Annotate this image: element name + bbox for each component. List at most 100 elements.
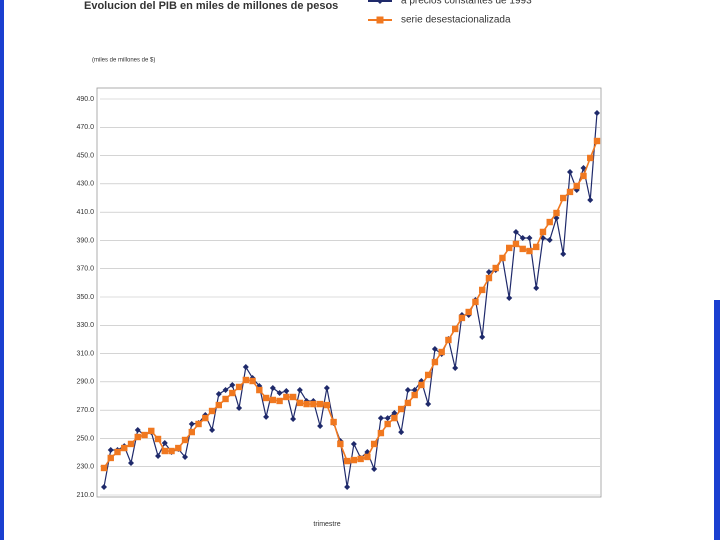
- point-marker: [350, 456, 358, 464]
- y-tick-label: 290.0: [76, 379, 94, 386]
- point-marker: [499, 254, 506, 262]
- y-tick-label: 210.0: [76, 492, 94, 499]
- point-marker: [100, 464, 108, 472]
- point-marker: [188, 421, 195, 428]
- legend-label: a precios constantes de 1993: [401, 0, 532, 7]
- point-marker: [465, 308, 472, 316]
- point-marker: [384, 420, 391, 428]
- point-marker: [330, 418, 337, 426]
- point-marker: [533, 284, 540, 291]
- point-marker: [134, 433, 141, 441]
- point-marker: [593, 137, 601, 145]
- point-marker: [121, 444, 128, 452]
- y-tick-label: 470.0: [76, 124, 94, 131]
- point-marker: [107, 447, 114, 454]
- point-marker: [553, 214, 560, 221]
- y-tick-label: 370.0: [76, 266, 94, 273]
- point-marker: [431, 358, 439, 366]
- point-marker: [229, 381, 236, 388]
- point-marker: [587, 196, 594, 203]
- point-marker: [512, 228, 519, 235]
- x-axis-label: trimestre: [313, 521, 340, 528]
- point-marker: [553, 209, 560, 217]
- point-marker: [101, 483, 107, 490]
- point-marker: [533, 243, 540, 251]
- point-marker: [377, 429, 385, 437]
- y-unit-note: (miles de millones de $): [92, 58, 155, 64]
- point-marker: [296, 387, 303, 394]
- point-marker: [485, 274, 493, 282]
- point-marker: [127, 440, 135, 448]
- point-marker: [357, 455, 364, 463]
- point-marker: [350, 440, 357, 447]
- point-marker: [344, 483, 351, 490]
- point-marker: [566, 168, 573, 175]
- point-marker: [269, 384, 276, 391]
- point-marker: [492, 264, 499, 272]
- y-tick-label: 270.0: [76, 407, 94, 414]
- point-marker: [276, 390, 283, 397]
- point-marker: [526, 235, 533, 242]
- point-marker: [580, 172, 587, 180]
- point-marker: [148, 427, 155, 435]
- point-marker: [411, 391, 418, 399]
- point-marker: [472, 298, 479, 306]
- point-marker: [425, 401, 432, 408]
- point-marker: [229, 389, 236, 397]
- point-marker: [296, 399, 304, 407]
- point-marker: [209, 426, 216, 433]
- point-marker: [289, 393, 297, 401]
- point-marker: [141, 431, 148, 439]
- point-marker: [316, 400, 324, 408]
- point-marker: [107, 454, 114, 462]
- point-marker: [215, 401, 223, 409]
- point-marker: [215, 391, 222, 398]
- left-border: [0, 0, 4, 540]
- series-line: [103, 140, 598, 469]
- point-marker: [337, 440, 344, 448]
- point-marker: [438, 348, 445, 356]
- right-border: [714, 300, 720, 540]
- point-marker: [546, 218, 553, 226]
- point-marker: [458, 314, 466, 322]
- y-tick-label: 390.0: [76, 237, 94, 244]
- point-marker: [371, 465, 378, 472]
- point-marker: [283, 388, 290, 395]
- point-marker: [202, 414, 209, 422]
- point-marker: [161, 439, 168, 446]
- point-marker: [134, 426, 141, 433]
- y-tick-label: 350.0: [76, 294, 94, 301]
- point-marker: [560, 194, 567, 202]
- point-marker: [587, 154, 594, 162]
- point-marker: [182, 453, 189, 460]
- point-marker: [168, 447, 175, 455]
- point-marker: [364, 453, 371, 461]
- point-marker: [175, 444, 182, 452]
- chart-title: Evolucion del PIB en miles de millones d…: [84, 0, 338, 12]
- point-marker: [580, 165, 587, 172]
- point-marker: [155, 452, 162, 459]
- point-marker: [303, 400, 310, 408]
- y-tick-label: 450.0: [76, 152, 94, 159]
- point-marker: [188, 428, 195, 436]
- point-marker: [235, 383, 243, 391]
- point-marker: [263, 413, 270, 420]
- point-marker: [485, 268, 492, 275]
- legend-marker: [377, 0, 383, 4]
- point-marker: [546, 237, 553, 244]
- point-marker: [242, 364, 249, 371]
- point-marker: [161, 447, 168, 455]
- point-marker: [398, 429, 405, 436]
- point-marker: [560, 251, 567, 258]
- point-marker: [310, 400, 317, 408]
- y-tick-label: 230.0: [76, 464, 94, 471]
- point-marker: [566, 188, 574, 196]
- point-marker: [128, 460, 135, 467]
- point-marker: [208, 407, 216, 415]
- point-marker: [424, 371, 432, 379]
- point-marker: [431, 346, 438, 353]
- point-marker: [526, 247, 533, 255]
- point-marker: [506, 244, 513, 252]
- point-marker: [445, 336, 452, 344]
- point-marker: [114, 448, 121, 456]
